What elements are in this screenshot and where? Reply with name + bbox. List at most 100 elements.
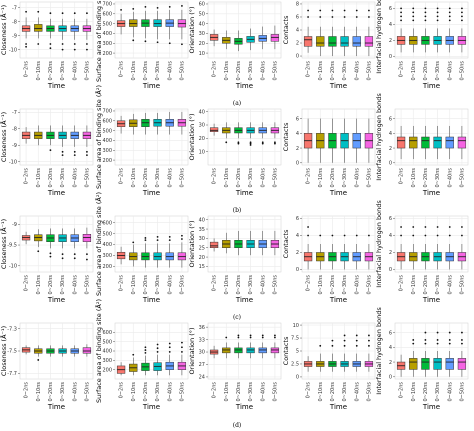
box-0~10ns [222,232,231,254]
x-tick-label: 0~40ns [447,168,453,188]
x-axis-label: Time [235,296,253,304]
box-0~10ns [409,339,418,377]
y-tick-label: 400 [102,349,112,355]
box-body [396,136,406,149]
y-tick-label: 600 [102,330,112,336]
outlier-point [261,141,264,144]
outlier-point [274,336,276,339]
x-tick-label: 0~30ns [60,382,66,402]
box-0~50ns [82,12,92,51]
y-axis-label: Surface area of binding site (Å²) [94,0,103,82]
x-tick-label: 0~10ns [36,275,42,295]
box-0~30ns [340,118,349,163]
outlier-point [331,9,334,12]
x-axis-label: Time [47,403,65,411]
boxplot-panel: 0 2 4 6 8 0~2ns 0~10ns 0~20ns 0~30ns 0~40ns 0~50ns… [282,2,376,90]
x-axis-label: Time [329,82,347,90]
x-tick-label: 0~30ns [248,168,254,188]
outlier-point [424,342,427,345]
x-tick-label: 0~20ns [236,61,242,81]
outlier-point [61,48,64,51]
box-0~10ns [129,353,138,376]
outlier-point [181,5,183,7]
box-0~30ns [433,331,442,377]
x-tick-label: 0~2ns [24,382,30,399]
y-tick-label: 300 [102,358,112,364]
x-tick-label: 0~40ns [167,61,173,81]
boxplot-panel: 0 2 4 6 0~2ns 0~10ns 0~20ns 0~30ns 0~40ns 0~50ns T… [375,93,469,197]
x-axis-label: Time [235,82,253,90]
box-body [82,347,92,354]
outlier-point [225,141,228,144]
box-body [433,136,442,149]
outlier-point [436,226,439,228]
outlier-point [307,16,309,18]
box-0~2ns [303,118,313,163]
y-tick-label: 20 [199,136,205,142]
outlier-point [37,10,40,13]
x-tick-label: 0~30ns [155,275,161,295]
outlier-point [132,353,135,356]
outlier-point [343,344,346,347]
boxplot-panel: 0 2 4 6 0~2ns 0~10ns 0~20ns 0~30ns 0~40ns 0~50ns T… [282,108,376,197]
box-body [328,36,337,47]
y-tick-label: 30 [199,31,205,37]
x-axis-label: Time [47,296,65,304]
box-0~50ns [177,111,187,135]
x-tick-label: 0~50ns [273,61,279,81]
outlier-point [424,15,427,18]
x-axis-label: Time [422,82,440,90]
box-0~30ns [153,343,162,376]
x-tick-label: 0~10ns [224,168,230,188]
plot-area [394,108,469,166]
x-tick-label: 0~40ns [260,275,266,295]
outlier-point [49,255,52,258]
x-tick-label: 0~30ns [60,275,66,295]
x-tick-label: 0~2ns [212,168,218,185]
x-tick-label: 0~50ns [273,275,279,295]
box-0~30ns [58,125,67,157]
outlier-point [448,234,451,237]
y-tick-label: 500 [102,128,112,134]
box-0~40ns [70,125,79,157]
outlier-point [436,342,439,345]
box-0~10ns [34,229,43,253]
x-axis-label: Time [422,189,440,197]
x-tick-label: 0~20ns [423,382,429,402]
y-tick-label: 500 [102,231,112,237]
outlier-point [132,7,135,10]
x-axis-label: Time [422,296,440,304]
plot-area [114,215,189,273]
outlier-point [156,41,159,44]
outlier-point [49,43,52,45]
x-tick-label: 0~2ns [306,61,312,78]
boxplot-panel: 200 300 400 500 600 700 0~2ns 0~10ns 0~20ns 0~30n… [94,0,189,90]
x-tick-label: 0~2ns [212,61,218,78]
plot-area [301,215,376,273]
x-tick-label: 0~20ns [423,275,429,295]
x-tick-label: 0~50ns [273,168,279,188]
x-tick-label: 0~50ns [460,61,466,81]
x-tick-label: 0~40ns [260,168,266,188]
y-tick-label: 4 [389,131,392,137]
x-tick-label: 0~40ns [72,168,78,188]
outlier-point [61,154,64,157]
box-0~30ns [246,28,255,51]
y-tick-label: 0 [296,375,299,381]
box-0~30ns [433,7,442,53]
y-tick-label: 7.5 [291,336,299,342]
box-0~20ns [141,237,150,268]
outlier-point [436,331,439,334]
plot-area [114,108,189,166]
y-tick-label: 2 [389,250,392,256]
y-axis-label: Closeness (Å⁻¹) [0,219,8,269]
outlier-point [461,234,463,237]
box-0~20ns [234,122,243,145]
box-0~30ns [153,235,162,268]
box-0~40ns [258,26,267,50]
x-axis-label: Time [235,403,253,411]
panel-row-label: (a) [233,100,241,107]
y-tick-label: 500 [102,21,112,27]
outlier-point [355,334,358,337]
outlier-point [461,331,463,334]
